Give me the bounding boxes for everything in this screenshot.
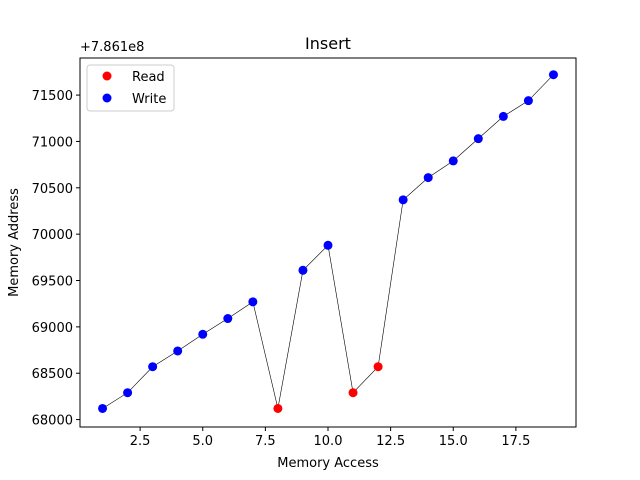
x-tick-label: 2.5 [130, 434, 151, 449]
data-point-write [523, 96, 533, 106]
data-point-write [473, 134, 483, 144]
data-point-write [173, 346, 183, 356]
legend: Read Write [86, 64, 175, 112]
data-point-write [148, 362, 158, 372]
x-tick-label: 5.0 [192, 434, 213, 449]
y-tick-label: 69500 [32, 275, 73, 290]
y-axis-ticks: 68000 68500 69000 69500 70000 70500 71000 71500 [32, 89, 80, 429]
x-tick-label: 15.0 [439, 434, 468, 449]
y-tick-label: 68500 [32, 367, 73, 382]
x-tick-label: 12.5 [376, 434, 405, 449]
y-tick-label: 68000 [32, 414, 73, 429]
data-point-write [448, 156, 458, 166]
data-point-write [298, 265, 308, 275]
y-offset-label: +7.861e8 [80, 40, 144, 55]
x-axis-ticks: 2.5 5.0 7.5 10.0 12.5 15.0 17.5 [130, 427, 530, 449]
y-axis-label: Memory Address [7, 188, 22, 297]
data-point-read [348, 388, 358, 398]
data-point-write [498, 111, 508, 121]
data-point-write [123, 388, 133, 398]
data-point-write [398, 195, 408, 205]
x-axis-label: Memory Access [277, 456, 379, 471]
legend-label-read: Read [132, 70, 165, 85]
x-tick-label: 17.5 [501, 434, 530, 449]
legend-marker-write [102, 93, 112, 103]
y-tick-label: 71000 [32, 135, 73, 150]
legend-marker-read [102, 71, 112, 81]
y-tick-label: 70000 [32, 228, 73, 243]
data-point-write [423, 173, 433, 183]
data-point-write [323, 240, 333, 250]
legend-label-write: Write [132, 92, 166, 107]
chart-title: Insert [305, 34, 351, 53]
data-point-write [548, 70, 558, 80]
y-tick-label: 69000 [32, 321, 73, 336]
plot-area [98, 70, 558, 413]
y-tick-label: 71500 [32, 89, 73, 104]
y-tick-label: 70500 [32, 182, 73, 197]
data-point-write [248, 297, 258, 307]
data-points [98, 70, 558, 413]
data-point-write [223, 314, 233, 324]
data-point-write [198, 329, 208, 339]
x-tick-label: 7.5 [255, 434, 276, 449]
x-tick-label: 10.0 [314, 434, 343, 449]
data-point-write [98, 403, 108, 413]
data-point-read [273, 403, 283, 413]
data-point-read [373, 362, 383, 372]
